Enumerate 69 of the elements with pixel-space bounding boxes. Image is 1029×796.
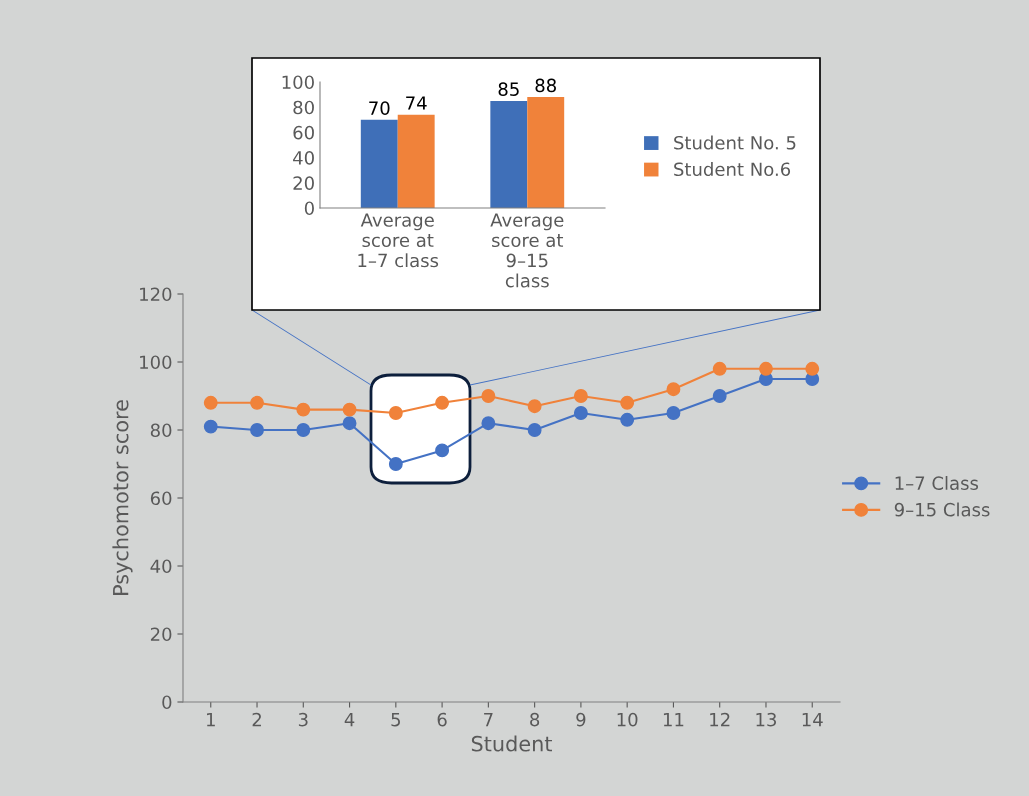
- point: [296, 423, 311, 437]
- legend-label: Student No. 5: [674, 135, 796, 150]
- y-tick-label: 40: [293, 151, 314, 165]
- point: [759, 361, 773, 376]
- point: [666, 382, 681, 397]
- y-axis-title: Psychomotor score: [112, 400, 133, 595]
- point: [388, 457, 403, 471]
- point: [481, 416, 496, 431]
- point: [527, 423, 542, 437]
- y-tick-label: 120: [140, 287, 172, 302]
- y-tick-label: 20: [150, 627, 172, 642]
- y-tick-label: 40: [150, 559, 172, 574]
- data-label: 74: [406, 96, 427, 110]
- point: [296, 402, 311, 417]
- point: [620, 412, 635, 427]
- y-tick-label: 60: [293, 125, 314, 140]
- point: [712, 361, 727, 376]
- point: [573, 406, 588, 420]
- point: [250, 395, 264, 410]
- data-label: 70: [369, 101, 390, 115]
- point: [388, 406, 403, 420]
- y-tick-label: 20: [293, 176, 314, 190]
- x-tick-label: Average score at 1–7 class: [358, 213, 439, 268]
- point: [805, 361, 820, 376]
- point: [250, 423, 264, 437]
- y-tick-label: 0: [304, 201, 314, 216]
- point: [573, 389, 588, 403]
- point: [435, 395, 450, 410]
- x-tick-label: 2: [252, 712, 261, 727]
- x-tick-label: 9: [576, 712, 586, 727]
- x-tick-label: 14: [802, 712, 823, 727]
- data-label: 88: [535, 78, 556, 93]
- x-tick-label: 12: [710, 712, 730, 727]
- x-tick-label: 6: [437, 712, 447, 727]
- point: [712, 389, 727, 403]
- legend-label: 1–7 Class: [895, 476, 979, 490]
- x-tick-label: 10: [617, 712, 638, 727]
- y-tick-label: 60: [150, 491, 172, 506]
- x-tick-label: 7: [484, 712, 493, 727]
- y-tick-label: 80: [150, 423, 172, 438]
- x-tick-label: 3: [298, 712, 308, 727]
- bar: [490, 100, 528, 208]
- point: [342, 402, 357, 417]
- x-tick-label: 8: [530, 712, 540, 727]
- x-tick-label: 5: [391, 712, 400, 727]
- point: [527, 399, 542, 414]
- point: [481, 389, 496, 403]
- data-label: 85: [498, 82, 519, 97]
- point: [435, 443, 450, 458]
- x-tick-label: 4: [344, 712, 355, 727]
- bar: [527, 97, 565, 208]
- y-tick-label: 0: [162, 695, 172, 710]
- legend-label: Student No.6: [674, 162, 791, 177]
- y-tick-label: 100: [140, 355, 172, 370]
- y-tick-label: 80: [293, 100, 314, 115]
- x-axis-title: Student: [471, 735, 553, 752]
- point: [342, 416, 357, 431]
- legend-label: 9–15 Class: [894, 502, 990, 517]
- point: [666, 406, 681, 420]
- bar: [360, 119, 398, 208]
- x-tick-label: Average score at 9–15 class: [490, 213, 564, 288]
- point: [203, 419, 218, 434]
- x-tick-label: 13: [756, 712, 777, 727]
- point: [203, 395, 218, 410]
- bar: [397, 114, 435, 208]
- x-tick-label: 1: [207, 712, 215, 727]
- y-tick-label: 100: [282, 75, 314, 90]
- point: [620, 395, 635, 410]
- x-tick-label: 11: [663, 712, 684, 727]
